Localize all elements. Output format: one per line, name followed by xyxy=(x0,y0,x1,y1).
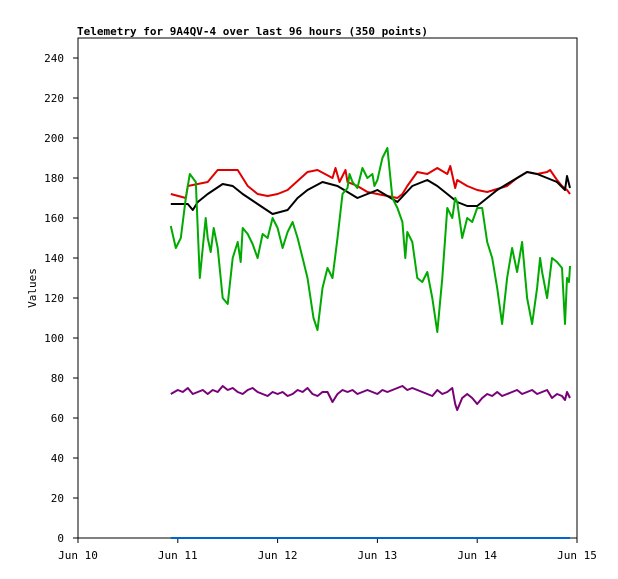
series-line-4 xyxy=(170,385,571,411)
x-tick-label: Jun 11 xyxy=(158,549,198,562)
y-tick-label: 160 xyxy=(44,212,64,225)
plot-frame xyxy=(77,37,578,539)
y-tick-label: 20 xyxy=(51,492,64,505)
series-layer xyxy=(169,147,571,539)
x-tick-label: Jun 14 xyxy=(457,549,497,562)
y-tick-label: 180 xyxy=(44,172,64,185)
y-tick-label: 240 xyxy=(44,52,64,65)
x-tick-label: Jun 10 xyxy=(58,549,98,562)
y-tick-label: 60 xyxy=(51,412,64,425)
x-tick-label: Jun 15 xyxy=(557,549,597,562)
x-axis: Jun 10 Jun 11 Jun 12 Jun 13 Jun 14 Jun 15 xyxy=(58,538,597,562)
series-line-3 xyxy=(169,147,571,333)
y-tick-label: 120 xyxy=(44,292,64,305)
y-tick-label: 140 xyxy=(44,252,64,265)
x-tick-label: Jun 12 xyxy=(258,549,298,562)
chart-title: Telemetry for 9A4QV-4 over last 96 hours… xyxy=(77,25,428,38)
y-axis-title: Values xyxy=(26,268,39,308)
x-tick-label: Jun 13 xyxy=(358,549,398,562)
y-tick-label: 80 xyxy=(51,372,64,385)
y-tick-label: 220 xyxy=(44,92,64,105)
y-tick-label: 0 xyxy=(57,532,64,545)
y-tick-label: 100 xyxy=(44,332,64,345)
y-axis: 0 20 40 60 80 100 120 140 160 180 200 220 240 xyxy=(44,52,78,545)
series-line-2 xyxy=(170,171,571,215)
y-tick-label: 200 xyxy=(44,132,64,145)
y-tick-label: 40 xyxy=(51,452,64,465)
